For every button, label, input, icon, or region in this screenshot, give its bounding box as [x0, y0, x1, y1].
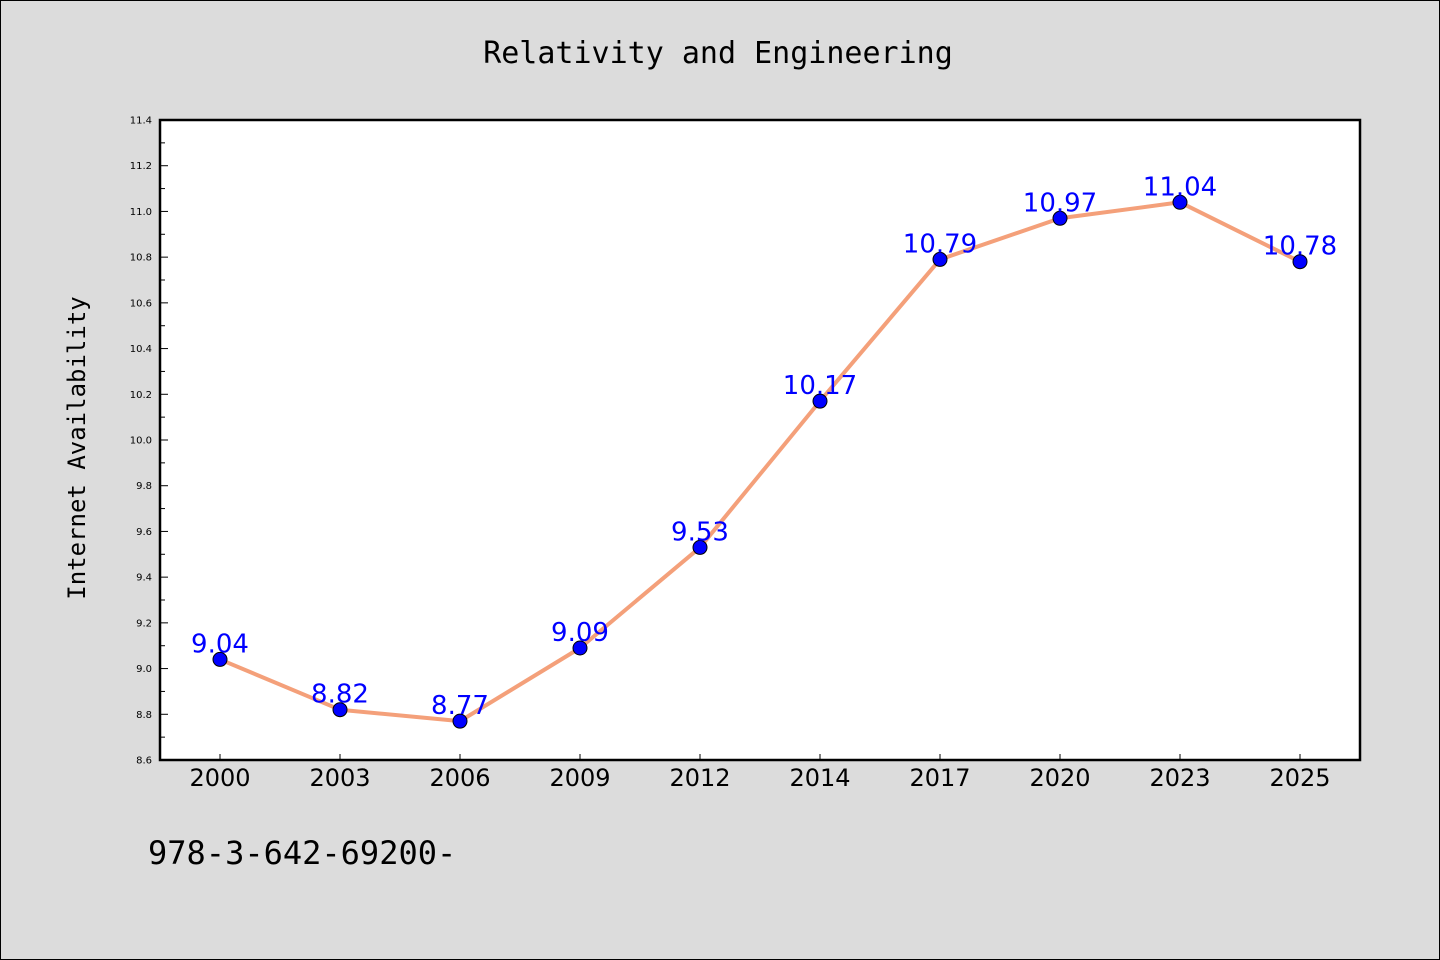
- y-tick-label: 10.2: [130, 390, 152, 401]
- plot-area: [160, 120, 1360, 760]
- data-point: [1172, 194, 1188, 210]
- y-tick-label: 9.4: [136, 573, 152, 584]
- footnote-isbn: 978-3-642-69200-: [148, 834, 456, 872]
- data-points: [212, 194, 1308, 729]
- chart-title: Relativity and Engineering: [483, 36, 953, 71]
- y-tick-label: 10.4: [130, 344, 152, 355]
- y-tick-label: 8.6: [136, 756, 152, 767]
- y-tick-label: 10.6: [130, 298, 152, 309]
- y-tick-label: 9.6: [136, 527, 152, 538]
- x-tick-label: 2003: [309, 764, 370, 792]
- x-axis-ticks: 2000 2003 2006 2009 2012 2014 2017 2020 2023 2025: [189, 754, 1331, 792]
- data-label: 8.77: [431, 691, 489, 721]
- y-tick-label: 9.8: [136, 481, 152, 492]
- y-tick-label: 8.8: [136, 710, 152, 721]
- data-label: 9.53: [671, 517, 729, 547]
- y-tick-label: 11.4: [130, 116, 152, 127]
- x-tick-label: 2006: [429, 764, 490, 792]
- x-tick-label: 2014: [789, 764, 850, 792]
- y-axis-ticks: 8.6 8.8 9.0 9.2 9.4 9.6 9.8 10.0 10.2 10.4 10.6 10.…: [130, 116, 168, 767]
- data-point: [212, 651, 228, 667]
- x-tick-label: 2012: [669, 764, 730, 792]
- data-label: 9.04: [191, 629, 249, 659]
- data-point: [932, 251, 948, 267]
- data-point: [1292, 254, 1308, 270]
- data-label: 10.79: [903, 229, 977, 259]
- plot-border: [158, 118, 1362, 762]
- data-label: 8.82: [311, 680, 369, 710]
- data-point: [572, 640, 588, 656]
- y-axis-label: Internet Availability: [63, 296, 91, 599]
- y-tick-label: 11.2: [130, 161, 152, 172]
- y-tick-label: 10.0: [130, 436, 152, 447]
- y-tick-label: 9.0: [136, 664, 152, 675]
- x-tick-label: 2020: [1029, 764, 1090, 792]
- data-point: [812, 393, 828, 409]
- x-tick-label: 2017: [909, 764, 970, 792]
- data-point: [332, 702, 348, 718]
- x-tick-label: 2009: [549, 764, 610, 792]
- x-tick-label: 2000: [189, 764, 250, 792]
- data-label: 10.97: [1023, 188, 1097, 218]
- x-tick-label: 2025: [1269, 764, 1330, 792]
- data-point: [452, 713, 468, 729]
- y-tick-label: 9.2: [136, 618, 152, 629]
- y-tick-label: 11.0: [130, 207, 152, 218]
- data-point: [1052, 210, 1068, 226]
- x-tick-label: 2023: [1149, 764, 1210, 792]
- data-point: [692, 539, 708, 555]
- data-label: 10.17: [783, 371, 857, 401]
- data-label: 9.09: [551, 618, 609, 648]
- data-label: 11.04: [1143, 172, 1217, 202]
- series-line: [219, 200, 1301, 724]
- data-label: 10.78: [1263, 232, 1337, 262]
- y-tick-label: 10.8: [130, 253, 152, 264]
- data-labels: 9.04 8.82 8.77 9.09 9.53 10.17 10.79 10.97 11.04…: [191, 172, 1337, 721]
